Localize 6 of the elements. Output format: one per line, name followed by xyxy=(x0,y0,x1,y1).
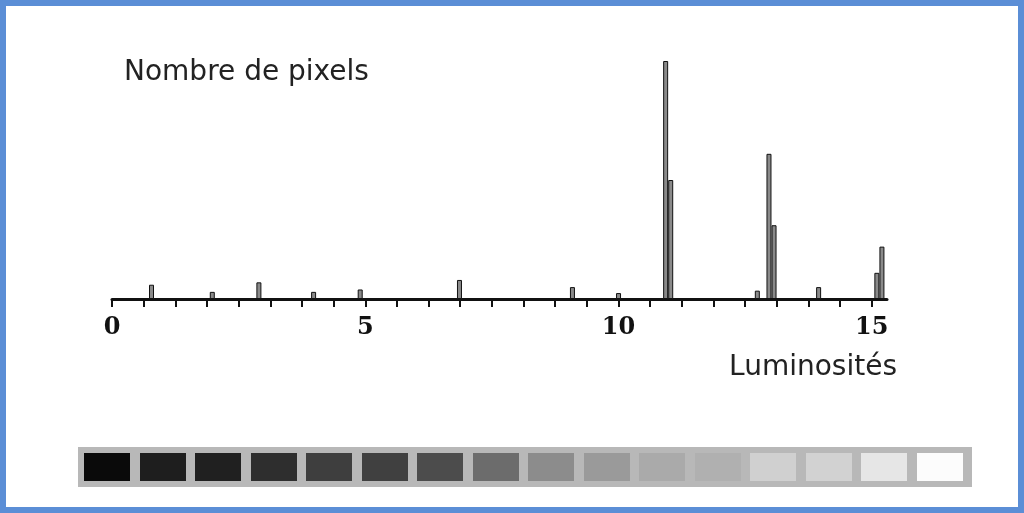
x-tick-label: 10 xyxy=(601,310,636,340)
x-axis-title: Luminosités xyxy=(729,348,898,382)
y-axis-title: Nombre de pixels xyxy=(124,53,369,87)
x-tick-label: 5 xyxy=(356,310,374,340)
x-tick-label: 0 xyxy=(103,310,121,340)
x-tick-label: 15 xyxy=(855,310,889,340)
